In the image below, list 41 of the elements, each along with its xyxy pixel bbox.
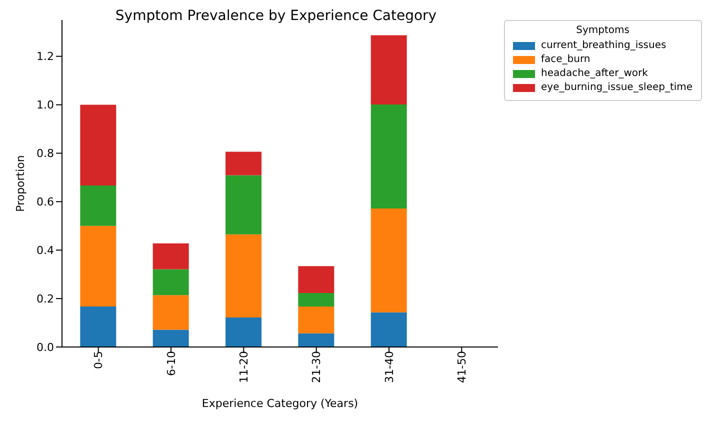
x-tick-label: 6-10 xyxy=(164,351,178,376)
bar xyxy=(152,243,189,270)
x-tick-label: 21-30 xyxy=(310,351,324,383)
bar xyxy=(80,185,116,226)
bar xyxy=(298,266,334,293)
legend-label: headache_after_work xyxy=(541,68,648,79)
bar xyxy=(152,330,189,347)
bar xyxy=(370,35,407,105)
bar xyxy=(152,269,189,296)
bar xyxy=(226,175,262,234)
x-tick-label: 31-40 xyxy=(382,351,396,383)
x-tick-label: 41-50 xyxy=(455,351,468,383)
bar xyxy=(80,226,116,307)
bar xyxy=(226,234,262,318)
x-tick-label: 0-5 xyxy=(92,351,106,369)
y-tick-label: 0.2 xyxy=(36,292,54,306)
bar xyxy=(80,104,116,186)
bar xyxy=(298,306,334,334)
bar xyxy=(226,152,262,176)
chart-title: Symptom Prevalence by Experience Category xyxy=(114,8,438,24)
y-tick-label: 0.8 xyxy=(36,147,54,160)
bar xyxy=(298,292,334,307)
bar xyxy=(370,104,407,208)
legend-title: Symptoms xyxy=(575,25,630,36)
bar xyxy=(370,312,407,347)
legend-label: current_breathing_issues xyxy=(541,40,666,51)
y-tick-label: 0.6 xyxy=(36,196,54,209)
y-tick-label: 1.2 xyxy=(36,50,54,64)
bar xyxy=(370,208,407,312)
y-tick-label: 0.4 xyxy=(36,244,54,258)
y-axis-title: Proportion xyxy=(14,155,27,212)
x-tick-label: 11-20 xyxy=(237,351,250,383)
bar xyxy=(152,295,189,330)
legend-label: face_burn xyxy=(541,54,590,65)
bar xyxy=(80,306,116,347)
legend-label: eye_burning_issue_sleep_time xyxy=(541,82,693,93)
bar xyxy=(298,333,334,347)
bar xyxy=(226,317,262,347)
y-tick-label: 0.0 xyxy=(36,340,54,354)
y-tick-label: 1.0 xyxy=(36,98,54,112)
x-axis-title: Experience Category (Years) xyxy=(202,397,358,410)
